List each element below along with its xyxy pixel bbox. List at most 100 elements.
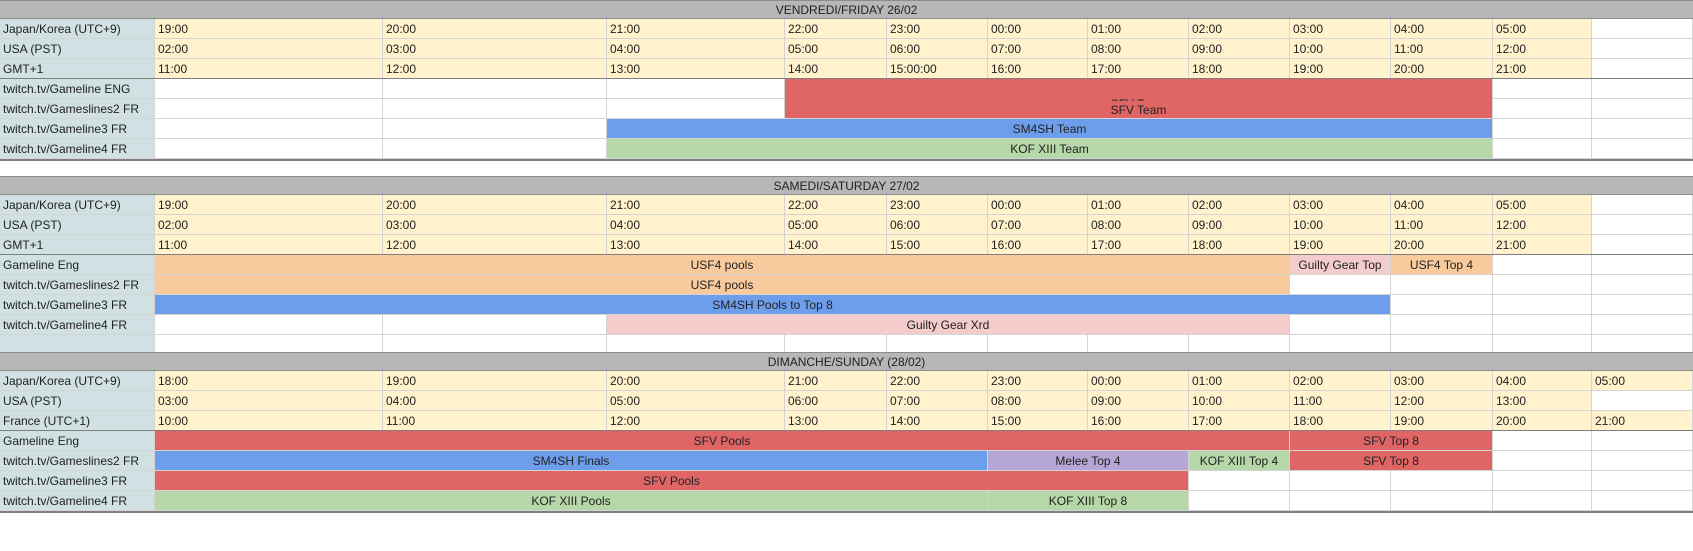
timezone-label: Japan/Korea (UTC+9) [0,19,155,39]
time-cell: 09:00 [1189,215,1290,235]
time-cell: 20:00 [383,19,607,39]
time-cell: 20:00 [383,195,607,215]
day-divider [0,159,1693,161]
empty-cell [383,139,607,159]
time-cell: 09:00 [1189,39,1290,59]
stream-channel-label: twitch.tv/Gameline4 FR [0,139,155,159]
stream-channel-label: twitch.tv/Gameline ENG [0,79,155,99]
schedule-block[interactable]: USF4 pools [155,275,1290,295]
time-cell: 05:00 [1493,195,1592,215]
time-cell: 05:00 [607,391,785,411]
empty-cell [1290,315,1391,335]
schedule-block[interactable]: SM4SH Finals [155,451,988,471]
time-cell: 00:00 [1088,371,1189,391]
empty-cell [1290,491,1391,511]
day-divider [0,511,1693,513]
time-cell: 13:00 [607,235,785,255]
time-cell: 05:00 [1592,371,1693,391]
time-cell: 04:00 [607,39,785,59]
time-cell: 11:00 [155,59,383,79]
stream-channel-label: twitch.tv/Gameline4 FR [0,491,155,511]
timezone-label: Japan/Korea (UTC+9) [0,371,155,391]
time-cell: 12:00 [1391,391,1493,411]
time-cell: 11:00 [1290,391,1391,411]
time-cell: 08:00 [988,391,1088,411]
schedule-block[interactable]: KOF XIII Team [607,139,1493,159]
empty-cell [1493,275,1592,295]
empty-cell [1493,491,1592,511]
time-cell: 04:00 [1391,19,1493,39]
time-cell: 05:00 [785,39,887,59]
time-cell: 05:00 [1493,19,1592,39]
schedule-block[interactable]: SFV Pools [155,431,1290,451]
time-cell: 04:00 [1391,195,1493,215]
time-cell: 12:00 [383,235,607,255]
timezone-label: USA (PST) [0,215,155,235]
empty-cell [155,99,383,119]
empty-cell [383,99,607,119]
empty-cell [1493,139,1592,159]
time-cell [1592,215,1693,235]
time-cell [1592,59,1693,79]
time-cell: 01:00 [1088,19,1189,39]
time-cell: 03:00 [155,391,383,411]
time-cell [1592,19,1693,39]
time-cell: 04:00 [607,215,785,235]
schedule-block[interactable]: USF4 Top 4 [1391,255,1493,275]
empty-cell [1493,315,1592,335]
time-cell: 17:00 [1088,235,1189,255]
time-cell: 22:00 [785,195,887,215]
time-cell: 19:00 [1391,411,1493,431]
time-cell: 17:00 [1189,411,1290,431]
empty-cell [1592,451,1693,471]
time-cell: 08:00 [1088,39,1189,59]
time-cell: 07:00 [988,215,1088,235]
schedule-block[interactable]: KOF XIII Top 8 [988,491,1189,511]
schedule-block[interactable]: SFV Team [785,101,1493,119]
empty-cell [1592,295,1693,315]
timezone-label: USA (PST) [0,39,155,59]
stream-channel-label: Gameline Eng [0,255,155,275]
time-cell: 23:00 [887,195,988,215]
empty-cell [1493,431,1592,451]
time-cell: 19:00 [155,19,383,39]
empty-cell [155,139,383,159]
empty-cell [1592,99,1693,119]
schedule-block[interactable]: Guilty Gear Xrd [607,315,1290,335]
time-cell: 03:00 [1290,195,1391,215]
time-cell: 21:00 [1592,411,1693,431]
time-cell: 02:00 [155,215,383,235]
schedule-block[interactable]: SFV Pools [155,471,1189,491]
time-cell: 03:00 [383,39,607,59]
time-cell: 19:00 [1290,235,1391,255]
time-cell: 19:00 [1290,59,1391,79]
time-cell: 18:00 [1189,59,1290,79]
time-cell: 16:00 [988,59,1088,79]
empty-cell [1592,119,1693,139]
schedule-block[interactable]: KOF XIII Pools [155,491,988,511]
stream-channel-label: twitch.tv/Gameslines2 FR [0,451,155,471]
empty-cell [1493,451,1592,471]
time-cell: 04:00 [383,391,607,411]
time-cell: 13:00 [607,59,785,79]
stream-channel-label: twitch.tv/Gameslines2 FR [0,275,155,295]
time-cell: 20:00 [1493,411,1592,431]
time-cell: 21:00 [1493,59,1592,79]
schedule-block[interactable]: SFV Top 8 [1290,451,1493,471]
time-cell: 06:00 [785,391,887,411]
time-cell: 14:00 [785,235,887,255]
time-cell: 21:00 [1493,235,1592,255]
schedule-block[interactable]: SFV Top 8 [1290,431,1493,451]
time-cell: 16:00 [1088,411,1189,431]
time-cell: 03:00 [1391,371,1493,391]
timezone-label: Japan/Korea (UTC+9) [0,195,155,215]
empty-cell [1391,275,1493,295]
time-cell: 18:00 [155,371,383,391]
schedule-block[interactable]: KOF XIII Top 4 [1189,451,1290,471]
schedule-block[interactable]: USF4 pools [155,255,1290,275]
schedule-block[interactable]: SM4SH Team [607,119,1493,139]
schedule-block[interactable]: Guilty Gear Top [1290,255,1391,275]
time-cell: 09:00 [1088,391,1189,411]
schedule-block[interactable]: Melee Top 4 [988,451,1189,471]
schedule-block[interactable]: SM4SH Pools to Top 8 [155,295,1391,315]
